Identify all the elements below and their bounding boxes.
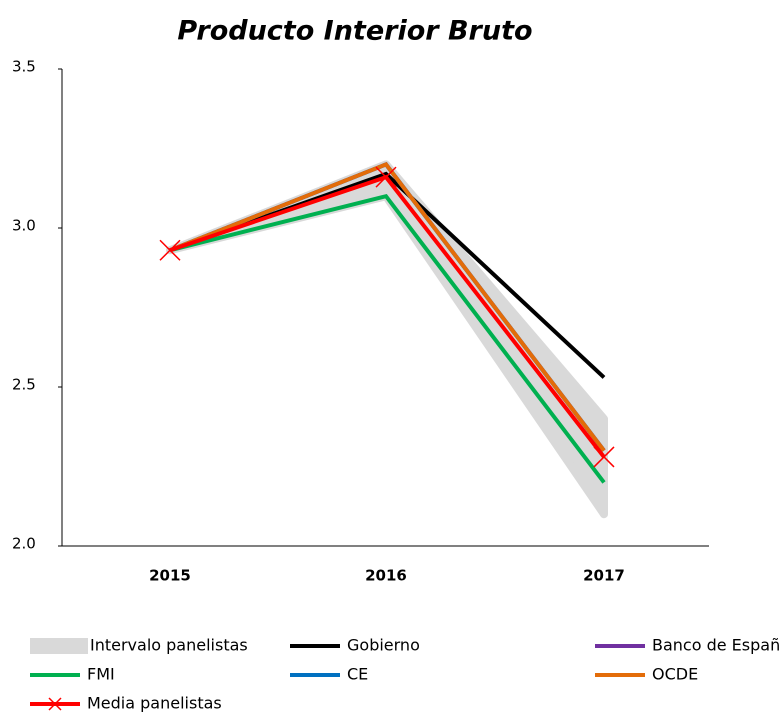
interval-band [166,160,608,519]
marker [593,446,615,468]
y-tick-label: 3.0 [12,217,36,235]
legend-label: Media panelistas [87,694,222,713]
y-tick-label: 2.0 [12,535,36,553]
legend-marker [48,697,62,711]
legend-label: CE [347,665,368,684]
y-tick-label: 2.5 [12,376,36,394]
chart-title: Producto Interior Bruto [177,16,532,47]
legend-label: Banco de España [652,636,779,655]
x-tick-label: 2016 [365,567,407,585]
marker [375,166,397,188]
legend-label: FMI [87,665,115,684]
marker [159,239,181,261]
series-line [169,161,606,452]
y-tick-label: 3.5 [12,58,36,76]
series-line [169,193,606,484]
legend-label: Gobierno [347,636,420,655]
legend-swatch [30,638,88,654]
legend-label: OCDE [652,665,698,684]
x-tick-label: 2017 [583,567,625,585]
x-tick-label: 2015 [149,567,191,585]
legend-label: Intervalo panelistas [90,636,248,655]
